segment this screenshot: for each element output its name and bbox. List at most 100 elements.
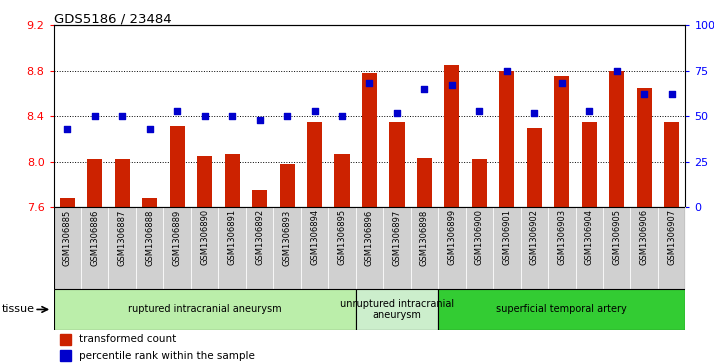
Bar [60, 198, 75, 207]
Bar [246, 207, 273, 289]
Bar [527, 127, 542, 207]
Point [446, 82, 458, 88]
Point [501, 68, 513, 74]
Text: GSM1306905: GSM1306905 [613, 209, 621, 265]
Bar [356, 289, 438, 330]
Point [611, 68, 623, 74]
Bar [54, 207, 81, 289]
Bar [411, 207, 438, 289]
Text: ruptured intracranial aneurysm: ruptured intracranial aneurysm [128, 305, 281, 314]
Bar [438, 289, 685, 330]
Bar [609, 71, 624, 207]
Point [89, 113, 101, 119]
Bar [136, 207, 164, 289]
Text: GSM1306895: GSM1306895 [338, 209, 346, 265]
Point [336, 113, 348, 119]
Text: GSM1306893: GSM1306893 [283, 209, 291, 266]
Bar [603, 207, 630, 289]
Bar [389, 122, 405, 207]
Text: GSM1306891: GSM1306891 [228, 209, 236, 265]
Text: GSM1306899: GSM1306899 [448, 209, 456, 265]
Bar [197, 156, 212, 207]
Text: GSM1306906: GSM1306906 [640, 209, 649, 265]
Text: GSM1306888: GSM1306888 [145, 209, 154, 266]
Bar [307, 122, 322, 207]
Bar [383, 207, 411, 289]
Text: GSM1306898: GSM1306898 [420, 209, 429, 266]
Text: GSM1306904: GSM1306904 [585, 209, 594, 265]
Text: GSM1306897: GSM1306897 [393, 209, 401, 266]
Text: GSM1306903: GSM1306903 [558, 209, 566, 265]
Bar [658, 207, 685, 289]
Point [61, 126, 73, 132]
Bar [637, 88, 652, 207]
Bar [466, 207, 493, 289]
Point [309, 108, 321, 114]
Bar [218, 207, 246, 289]
Point [199, 113, 211, 119]
Text: GSM1306887: GSM1306887 [118, 209, 126, 266]
Bar [499, 71, 514, 207]
Text: transformed count: transformed count [79, 334, 176, 344]
Bar [417, 158, 432, 207]
Bar [444, 65, 460, 207]
Text: GSM1306907: GSM1306907 [667, 209, 676, 265]
Point [556, 81, 568, 86]
Bar [334, 154, 350, 207]
Text: GSM1306889: GSM1306889 [173, 209, 181, 266]
Point [583, 108, 595, 114]
Point [144, 126, 156, 132]
Text: GSM1306901: GSM1306901 [503, 209, 511, 265]
Bar [170, 126, 185, 207]
Bar [356, 207, 383, 289]
Point [391, 110, 403, 115]
Text: GSM1306902: GSM1306902 [530, 209, 539, 265]
Bar [664, 122, 679, 207]
Text: superficial temporal artery: superficial temporal artery [496, 305, 627, 314]
Bar [582, 122, 597, 207]
Text: percentile rank within the sample: percentile rank within the sample [79, 351, 255, 361]
Bar [87, 159, 102, 207]
Bar [279, 164, 295, 207]
Text: GSM1306885: GSM1306885 [63, 209, 72, 266]
Bar [328, 207, 356, 289]
Bar [142, 198, 157, 207]
Bar [301, 207, 328, 289]
Text: GSM1306894: GSM1306894 [310, 209, 319, 265]
Bar [225, 154, 240, 207]
Bar [191, 207, 218, 289]
Bar [273, 207, 301, 289]
Bar [521, 207, 548, 289]
Bar [109, 207, 136, 289]
Point [528, 110, 540, 115]
Bar [81, 207, 109, 289]
Point [226, 113, 238, 119]
Bar [115, 159, 130, 207]
Point [638, 91, 650, 97]
Point [666, 91, 678, 97]
Text: GDS5186 / 23484: GDS5186 / 23484 [54, 13, 171, 26]
Bar [493, 207, 521, 289]
Bar [575, 207, 603, 289]
Point [418, 86, 430, 92]
Point [281, 113, 293, 119]
Bar [554, 77, 569, 207]
Bar [472, 159, 487, 207]
Text: unruptured intracranial
aneurysm: unruptured intracranial aneurysm [340, 299, 454, 320]
Text: GSM1306900: GSM1306900 [475, 209, 484, 265]
Point [254, 117, 266, 123]
Text: GSM1306896: GSM1306896 [365, 209, 374, 266]
Bar [164, 207, 191, 289]
Bar [548, 207, 575, 289]
Point [171, 108, 183, 114]
Text: GSM1306886: GSM1306886 [90, 209, 99, 266]
Point [116, 113, 128, 119]
Text: tissue: tissue [1, 305, 34, 314]
Bar [438, 207, 466, 289]
Bar [252, 190, 267, 207]
Text: GSM1306890: GSM1306890 [200, 209, 209, 265]
Text: GSM1306892: GSM1306892 [255, 209, 264, 265]
Bar [60, 350, 71, 362]
Point [473, 108, 485, 114]
Bar [54, 289, 356, 330]
